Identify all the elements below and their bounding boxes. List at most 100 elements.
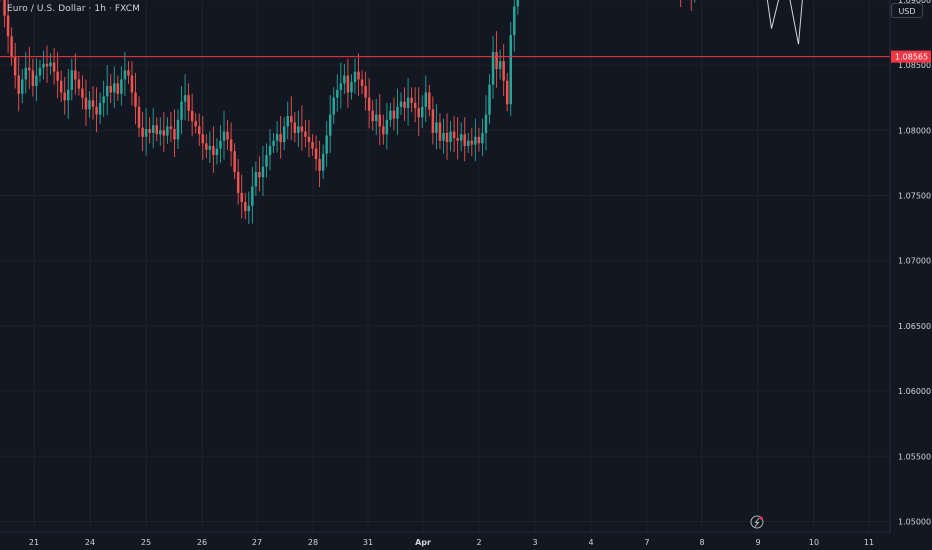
- candle-body: [208, 145, 212, 150]
- time-tick-label: 2: [476, 538, 481, 547]
- time-tick-label: 3: [532, 538, 537, 547]
- candle-body: [63, 92, 66, 101]
- candle-body: [52, 62, 56, 72]
- candle-body: [424, 92, 428, 107]
- time-tick-label: 31: [363, 538, 373, 547]
- candle: [247, 191, 251, 225]
- candle: [410, 87, 413, 113]
- candle: [10, 27, 13, 66]
- candle: [304, 119, 307, 148]
- candle: [286, 101, 289, 140]
- time-tick-label: 8: [699, 538, 704, 547]
- candle-body: [98, 102, 102, 115]
- candle: [219, 125, 222, 163]
- candle-body: [201, 134, 205, 144]
- candle: [102, 80, 105, 117]
- candle: [130, 61, 134, 106]
- candle-body: [187, 95, 190, 111]
- candle: [169, 112, 173, 142]
- candle-body: [314, 148, 318, 159]
- candle: [3, 0, 6, 28]
- candle: [17, 55, 20, 112]
- candle: [88, 91, 91, 118]
- time-tick-label: 28: [308, 538, 318, 547]
- candle: [113, 66, 116, 108]
- price-tick-label: 1.05000: [898, 518, 931, 527]
- candle-body: [45, 63, 49, 67]
- candle-body: [304, 131, 307, 137]
- candle: [428, 84, 431, 117]
- candle: [435, 104, 438, 150]
- candle: [307, 119, 311, 158]
- price-axis[interactable]: 1.125001.120001.115001.110001.105001.100…: [898, 0, 931, 527]
- candle-body: [254, 172, 258, 187]
- candle: [690, 0, 692, 11]
- candle: [360, 70, 364, 95]
- candle: [236, 158, 240, 205]
- candle-series: [0, 0, 696, 225]
- candle: [297, 110, 300, 147]
- candle: [244, 192, 247, 220]
- candle-body: [13, 57, 17, 76]
- candle: [31, 58, 35, 97]
- candle: [290, 96, 293, 141]
- candle: [13, 42, 17, 89]
- candle: [421, 95, 424, 128]
- candle: [45, 45, 49, 83]
- candle-body: [488, 84, 491, 115]
- price-tick-label: 1.07500: [898, 192, 931, 201]
- candle-body: [113, 83, 116, 93]
- candle-body: [459, 134, 463, 141]
- candle: [293, 112, 297, 143]
- candle: [353, 58, 357, 94]
- candle-body: [445, 132, 449, 143]
- candle: [495, 31, 498, 88]
- price-tick-label: 1.06000: [898, 387, 931, 396]
- candle: [105, 65, 109, 116]
- candle: [431, 96, 435, 145]
- candle-body: [148, 128, 151, 133]
- candle: [24, 52, 28, 94]
- candle: [63, 76, 66, 115]
- candle-body: [81, 88, 84, 98]
- candle: [197, 113, 201, 146]
- candle-body: [275, 134, 279, 141]
- currency-button[interactable]: USD: [891, 3, 923, 18]
- price-tags: 1.100361.085651.0949640:13: [891, 50, 931, 63]
- candle-body: [226, 131, 229, 140]
- candle: [275, 121, 279, 153]
- candle: [336, 74, 339, 112]
- candle-body: [21, 79, 24, 94]
- candle-body: [431, 109, 435, 133]
- candle: [424, 75, 428, 123]
- candle: [350, 74, 353, 100]
- candle: [155, 117, 158, 142]
- time-tick-label: Apr: [415, 538, 431, 547]
- candle: [67, 69, 70, 120]
- time-axis[interactable]: 21 24 25 26 27 28 31 Apr 2 3 4 7 8 9 10 11: [29, 538, 874, 547]
- candle-body: [509, 35, 512, 105]
- candle: [374, 99, 378, 136]
- time-tick-label: 7: [644, 538, 649, 547]
- candle-body: [463, 134, 466, 146]
- level-lines: [0, 56, 890, 58]
- candle-body: [134, 92, 137, 107]
- candle: [332, 87, 335, 125]
- candle: [498, 49, 502, 80]
- candle: [357, 53, 360, 96]
- candle: [311, 134, 314, 156]
- candle: [484, 95, 488, 151]
- candle-body: [374, 114, 378, 122]
- candle: [488, 74, 491, 125]
- candle-body: [357, 71, 360, 80]
- candle: [406, 78, 410, 126]
- candle-body: [74, 70, 77, 80]
- candle: [166, 117, 169, 144]
- replay-icon[interactable]: [750, 515, 764, 529]
- candle: [452, 115, 456, 153]
- candle: [470, 127, 474, 157]
- candle-body: [251, 186, 254, 206]
- candle-body: [130, 75, 134, 93]
